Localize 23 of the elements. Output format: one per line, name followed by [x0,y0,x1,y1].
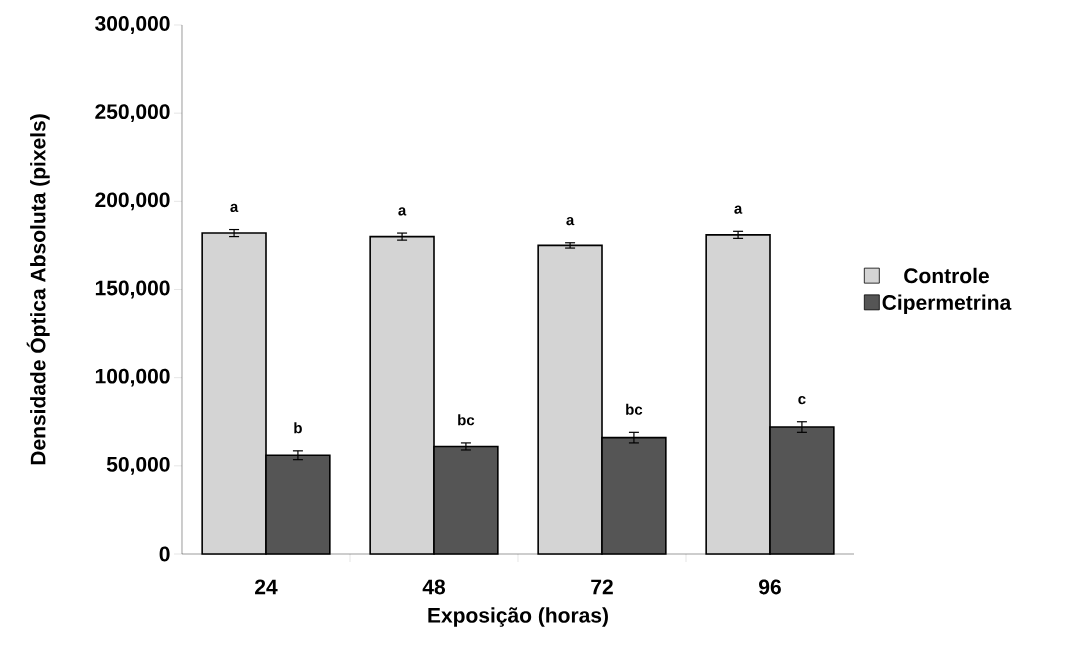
x-tick-label: 48 [422,579,446,595]
y-tick-label: 300,000 [95,16,170,34]
x-axis-title: Exposição (horas) [428,607,608,627]
y-axis-title: Densidade Óptica Absoluta (pixels) [26,114,50,465]
y-tick-label: 0 [159,546,170,562]
y-tick-label: 250,000 [95,104,170,123]
annotation: a [398,207,407,216]
y-tick-label: 50,000 [106,456,170,475]
x-tick-label: 24 [255,579,278,595]
annotation: a [734,205,743,214]
legend-label: Controle [904,267,989,284]
annotation: b [294,422,302,434]
annotation: a [230,203,239,213]
y-tick-label: 200,000 [95,192,170,211]
legend-label: Cipermetrina [882,294,1012,315]
annotation: a [566,217,575,226]
x-tick-label: 72 [591,579,613,595]
x-tick-label: 96 [759,579,781,595]
annotation: bc [626,403,643,415]
y-tick-label: 150,000 [95,280,170,299]
y-tick-label: 100,000 [95,368,170,387]
annotation: c [798,396,806,405]
annotation: bc [458,414,475,426]
